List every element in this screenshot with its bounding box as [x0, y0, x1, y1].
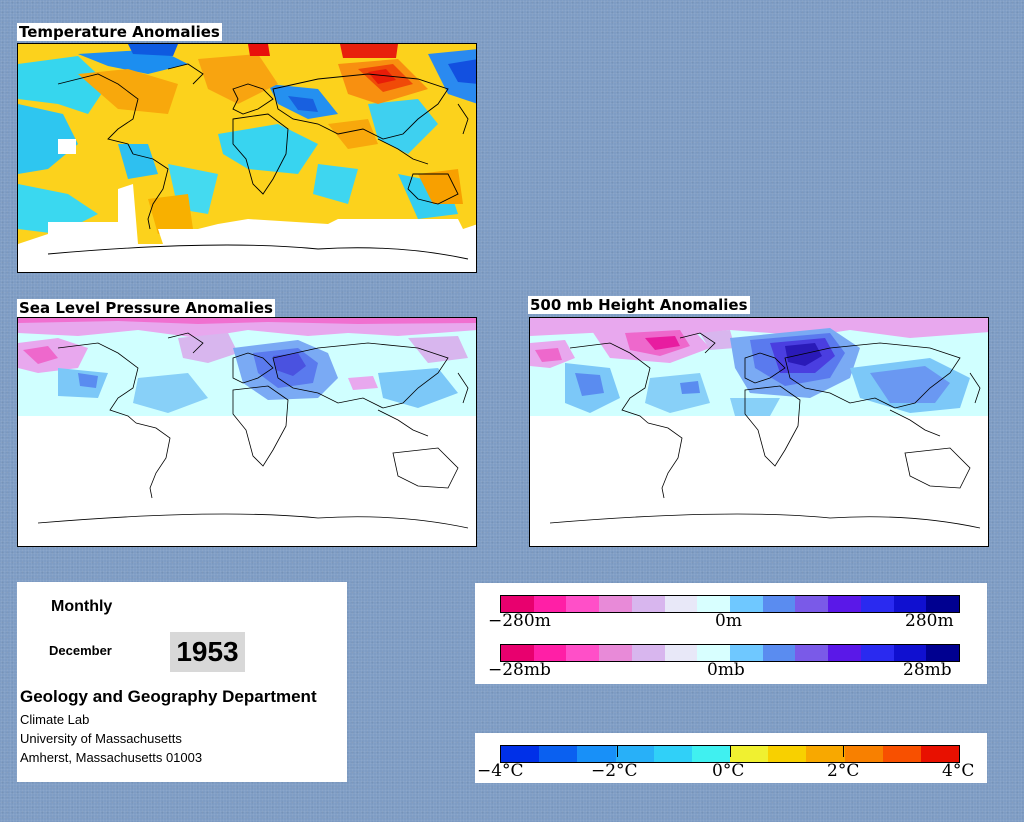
height-swatch-3 — [566, 596, 600, 612]
temp-swatch-8 — [768, 746, 807, 762]
height-swatch-11 — [828, 596, 861, 612]
height-mid-label: 0m — [715, 611, 742, 631]
height-colorbar — [500, 595, 960, 613]
height-swatch-5 — [631, 596, 665, 612]
period-label: Monthly — [51, 598, 113, 615]
slp-min-label: −28mb — [488, 660, 551, 680]
slp-swatch-10 — [795, 645, 829, 661]
temp-tick-1: −4°C — [477, 761, 524, 781]
slp-swatch-4 — [599, 645, 632, 661]
temp-swatch-4 — [615, 746, 654, 762]
slp-swatch-11 — [828, 645, 861, 661]
slp-swatch-9 — [762, 645, 796, 661]
slp-swatch-5 — [631, 645, 665, 661]
temp-swatch-12 — [920, 746, 960, 762]
slp-swatch-3 — [566, 645, 600, 661]
temp-swatch-5 — [653, 746, 692, 762]
slp-mid-label: 0mb — [707, 660, 745, 680]
slp-swatch-8 — [730, 645, 763, 661]
temp-swatch-11 — [882, 746, 921, 762]
height-map-title: 500 mb Height Anomalies — [528, 296, 750, 314]
height-min-label: −280m — [488, 611, 551, 631]
height-swatch-12 — [860, 596, 894, 612]
year-label: 1953 — [170, 632, 245, 672]
slp-max-label: 28mb — [903, 660, 952, 680]
temp-tick-5: 4°C — [942, 761, 975, 781]
slp-swatch-6 — [664, 645, 698, 661]
height-swatch-4 — [599, 596, 632, 612]
height-swatch-8 — [730, 596, 763, 612]
slp-swatch-14 — [926, 645, 960, 661]
slp-swatch-7 — [697, 645, 731, 661]
slp-colorbar — [500, 644, 960, 662]
500mb-height-anomaly-map — [529, 317, 989, 547]
slp-swatch-2 — [533, 645, 567, 661]
slp-swatch-1 — [501, 645, 534, 661]
temp-swatch-2 — [539, 746, 578, 762]
temp-swatch-7 — [730, 746, 769, 762]
height-swatch-7 — [697, 596, 731, 612]
height-swatch-1 — [501, 596, 534, 612]
temp-tick-2: −2°C — [591, 761, 638, 781]
height-swatch-9 — [762, 596, 796, 612]
department-name: Geology and Geography Department — [20, 687, 317, 706]
temp-swatch-6 — [691, 746, 731, 762]
temperature-map-title: Temperature Anomalies — [17, 23, 222, 41]
temp-tick-4: 2°C — [827, 761, 860, 781]
university-name: University of Massachusetts — [20, 731, 182, 746]
temp-tick-3: 0°C — [712, 761, 745, 781]
sea-level-pressure-anomaly-map — [17, 317, 477, 547]
slp-swatch-12 — [860, 645, 894, 661]
height-swatch-10 — [795, 596, 829, 612]
height-swatch-13 — [893, 596, 927, 612]
address: Amherst, Massachusetts 01003 — [20, 750, 203, 765]
height-swatch-14 — [926, 596, 960, 612]
temp-swatch-1 — [501, 746, 540, 762]
slp-swatch-13 — [893, 645, 927, 661]
temp-swatch-9 — [806, 746, 845, 762]
temperature-anomaly-map — [17, 43, 477, 273]
height-swatch-6 — [664, 596, 698, 612]
height-max-label: 280m — [905, 611, 954, 631]
temp-swatch-3 — [577, 746, 616, 762]
temp-swatch-10 — [844, 746, 883, 762]
month-label: December — [49, 643, 112, 658]
slp-map-title: Sea Level Pressure Anomalies — [17, 299, 275, 317]
height-slp-legend: −280m 0m 280m −28mb 0mb 28mb — [475, 583, 987, 684]
info-panel: Monthly December 1953 Geology and Geogra… — [17, 582, 347, 782]
height-swatch-2 — [533, 596, 567, 612]
temperature-legend: −4°C −2°C 0°C 2°C 4°C — [475, 733, 987, 783]
lab-name: Climate Lab — [20, 712, 90, 727]
